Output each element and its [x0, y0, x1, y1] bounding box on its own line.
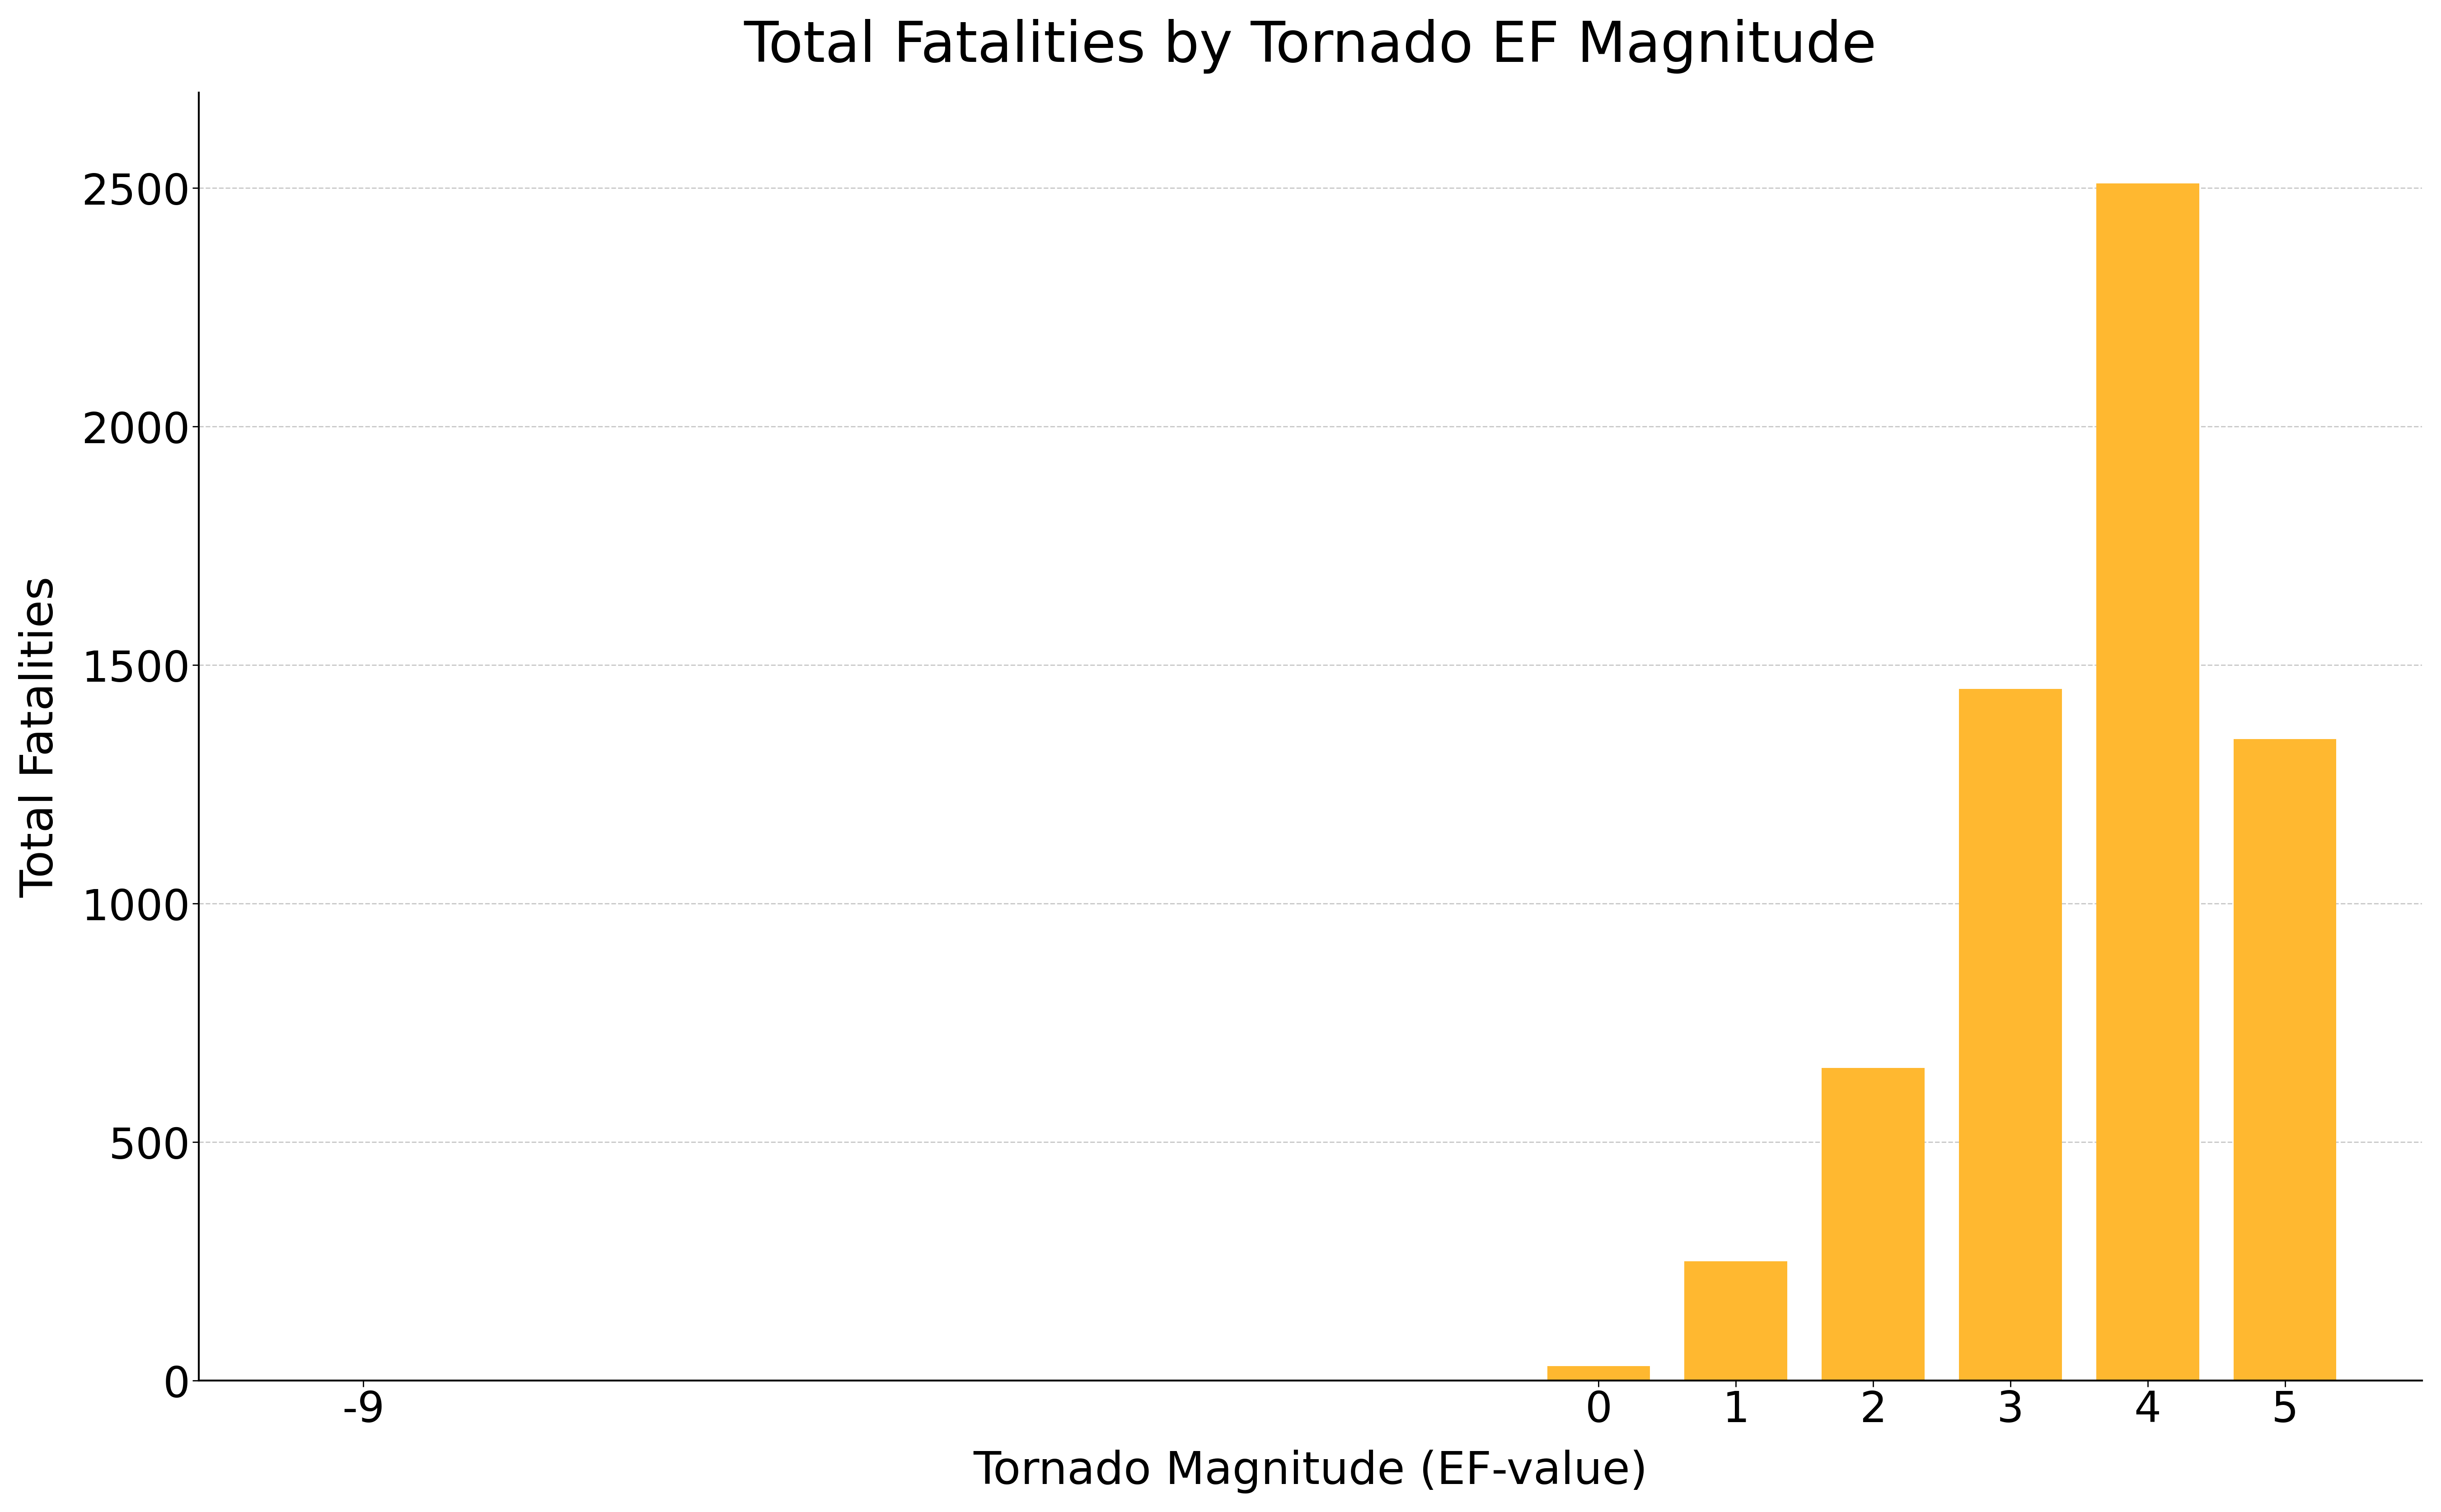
Title: Total Fatalities by Tornado EF Magnitude: Total Fatalities by Tornado EF Magnitude — [745, 18, 1877, 74]
X-axis label: Tornado Magnitude (EF-value): Tornado Magnitude (EF-value) — [974, 1450, 1648, 1494]
Bar — [2097, 183, 2199, 1380]
Bar — [1821, 1067, 1924, 1380]
Bar — [1548, 1367, 1650, 1380]
Bar — [1684, 1261, 1787, 1380]
Y-axis label: Total Fatalities: Total Fatalities — [20, 576, 63, 898]
Bar — [2234, 739, 2336, 1380]
Bar — [1960, 689, 2063, 1380]
